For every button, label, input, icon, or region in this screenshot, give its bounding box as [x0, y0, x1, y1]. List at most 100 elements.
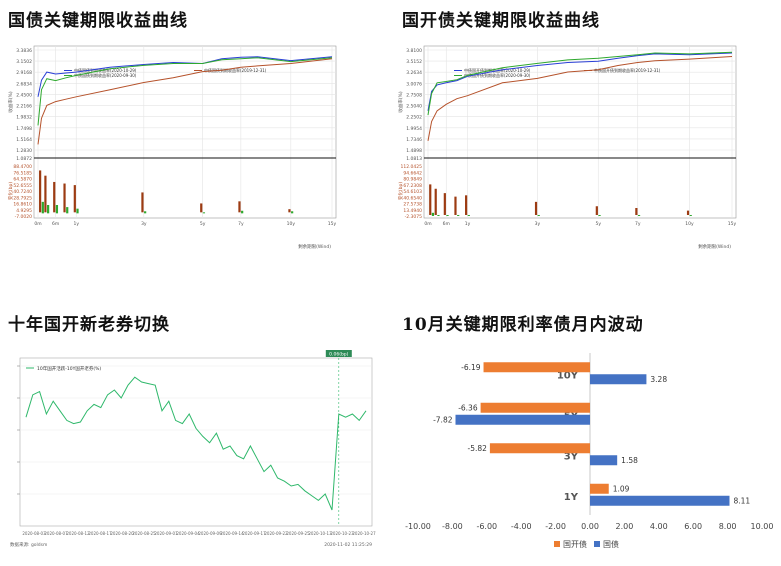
series-line	[37, 58, 333, 145]
y-tick-label: 1.7498	[16, 126, 32, 132]
y-tick-label: 2.9168	[16, 70, 32, 76]
y-tick-label: 2.5040	[406, 104, 422, 110]
x-tick-label: 8.00	[719, 522, 737, 531]
bar-change-mtd	[55, 205, 59, 214]
value-label: -5.82	[467, 444, 487, 453]
bar-change-ytd	[443, 193, 446, 215]
category-label: 3Y	[564, 451, 579, 462]
y-tick-label: 1.9832	[16, 115, 32, 121]
x-tick-label: 2020-10-27	[352, 531, 376, 536]
chart-title-october: 10月关键期限利率债月内波动	[402, 315, 644, 335]
series-line	[37, 57, 333, 126]
badge-bg	[325, 350, 352, 357]
value-label: -7.82	[433, 415, 453, 424]
bar-cdb	[489, 443, 590, 454]
x-tick-label: 0m	[34, 221, 41, 227]
bar-change-ytd	[200, 203, 203, 213]
y-tick-label: 2.2502	[406, 115, 422, 121]
bar-tick-label: -7.0020	[15, 214, 33, 220]
footer-source: 数据来源: goldsm	[10, 541, 47, 548]
y-tick-label: 2.2166	[16, 104, 32, 110]
x-tick-label: 5y	[595, 221, 601, 227]
bar-change-ytd	[465, 195, 468, 215]
bar-change-mtd	[467, 214, 470, 216]
chart-title-switch: 十年国开新老券切换	[8, 315, 170, 335]
x-tick-label: 2020-08-03	[22, 531, 46, 536]
x-tick-label: -10.00	[405, 522, 431, 531]
y-tick-label: 3.2634	[406, 70, 422, 76]
y-axis-label: 收益率(%)	[397, 91, 404, 113]
bar-change-mtd	[47, 205, 50, 214]
x-tick-label: 2020-08-20	[110, 531, 134, 536]
x-tick-label: 10.00	[751, 522, 774, 531]
bar-change-mtd	[446, 214, 449, 216]
x-tick-label: 2020-08-17	[88, 531, 112, 536]
x-tick-label: 5y	[200, 221, 206, 227]
bar-change-ytd	[686, 210, 690, 215]
bar-change-mtd	[241, 210, 244, 214]
x-tick-label: 2020-09-01	[154, 531, 178, 536]
bar-tick-label: 4.9295	[16, 208, 32, 214]
x-tick-label: 15y	[728, 221, 737, 227]
x-tick-label: -6.00	[476, 522, 497, 531]
bar-tick-label: 64.5870	[13, 177, 32, 183]
bar-tick-label: 27.5738	[403, 202, 422, 208]
plot-frame	[19, 357, 373, 527]
x-tick-label: 1y	[465, 221, 471, 227]
bar-tick-label: 54.6103	[403, 189, 422, 195]
category-label: 1Y	[564, 492, 579, 503]
x-tick-label: 3y	[141, 221, 147, 227]
bar-change-mtd	[144, 211, 147, 214]
bar-change-ytd	[434, 188, 437, 215]
bar-change-mtd	[457, 214, 460, 216]
bar-change-ytd	[534, 201, 538, 215]
bar-change-mtd	[202, 212, 206, 214]
legend-label: 中债国债到期收益率(2019-12-31)	[204, 67, 267, 73]
bar-change-mtd	[598, 214, 601, 216]
y-tick-label: 2.4500	[16, 92, 32, 98]
bar-change-ytd	[238, 201, 241, 213]
bar-cdb	[590, 483, 609, 494]
value-label: 1.09	[613, 484, 630, 493]
y2-axis-label: 变化(bp)	[397, 182, 404, 200]
floor-label: 1.0813	[406, 156, 422, 162]
bar-change-mtd	[41, 201, 44, 214]
legend-label: 中债国开债到期收益率(2020-10-29)	[464, 67, 531, 73]
x-tick-label: 2.00	[615, 522, 633, 531]
x-tick-label: 0.00	[581, 522, 599, 531]
x-tick-label: 10y	[685, 221, 694, 227]
y-tick-label: 1.2830	[16, 148, 32, 154]
series-line	[25, 376, 367, 511]
bar-change-mtd	[437, 214, 440, 216]
y-tick-label: 1.7346	[406, 137, 422, 143]
x-tick-label: 0m	[424, 221, 431, 227]
x-tick-label: 6m	[52, 221, 59, 227]
value-label: -6.19	[461, 363, 481, 372]
y-axis-label: 收益率(%)	[7, 91, 14, 113]
legend-label: 国债	[603, 539, 619, 549]
bar-tick-label: 40.6540	[403, 195, 422, 201]
y-tick-label: 2.6834	[16, 81, 32, 87]
legend-label: 中债国开债到期收益率(2020-09-30)	[464, 72, 531, 78]
x-tick-label: 7y	[635, 221, 641, 227]
badge-label: 0.06(bp)	[329, 352, 348, 358]
plot-frame	[33, 45, 337, 219]
x-axis-label: 剩余期限(Wind)	[298, 243, 331, 250]
x-tick-label: 1y	[73, 221, 79, 227]
x-tick-label: 2020-09-17	[242, 531, 266, 536]
x-tick-label: 3y	[535, 221, 541, 227]
series-line	[37, 56, 333, 97]
bar-change-mtd	[689, 214, 692, 216]
y-tick-label: 2.7508	[406, 92, 422, 98]
bar-change-ytd	[429, 184, 432, 215]
legend-swatch	[554, 541, 560, 547]
bar-tick-label: 76.5185	[13, 170, 32, 176]
bar-tick-label: 112.0425	[401, 164, 423, 170]
x-tick-label: 2020-08-25	[132, 531, 156, 536]
value-label: -6.36	[458, 403, 478, 412]
x-tick-label: 6.00	[684, 522, 702, 531]
x-tick-label: 2020-08-12	[66, 531, 90, 536]
bar-change-ytd	[288, 209, 291, 213]
cdb-curve-chart: 3.8100 3.5152 3.2634 3.0076 2.7508 2.5040 2.25…	[397, 45, 737, 250]
x-tick-label: 2020-09-14	[220, 531, 244, 536]
